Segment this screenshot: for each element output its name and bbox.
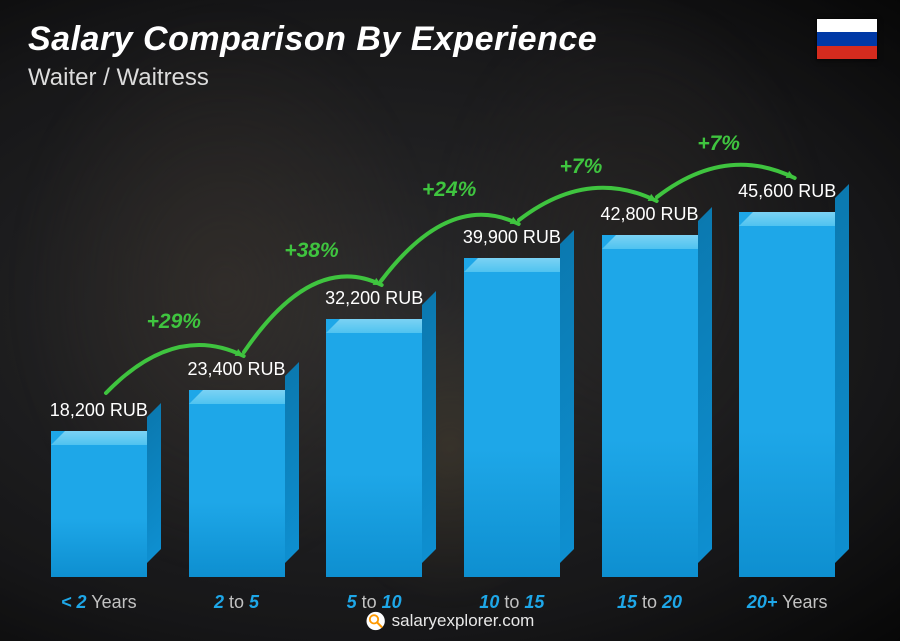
bar-column: 23,400 RUB2 to 5 <box>168 359 306 577</box>
bar-top-face <box>464 258 574 272</box>
bar-side-face <box>560 230 574 563</box>
bar-value-label: 23,400 RUB <box>187 359 285 380</box>
bar-side-face <box>147 403 161 563</box>
bar-side-face <box>835 184 849 563</box>
bar-top-face <box>602 235 712 249</box>
increase-label: +7% <box>697 132 740 156</box>
footer-text: salaryexplorer.com <box>392 611 535 631</box>
increase-label: +29% <box>147 310 201 334</box>
x-axis-label: 10 to 15 <box>479 592 544 613</box>
bar <box>326 319 422 577</box>
bar-top-face <box>51 431 161 445</box>
bar-value-label: 39,900 RUB <box>463 227 561 248</box>
increase-label: +24% <box>422 178 476 202</box>
flag-stripe-blue <box>817 32 877 45</box>
bar-column: 45,600 RUB20+ Years <box>718 181 856 577</box>
bar-top-face <box>189 390 299 404</box>
flag-stripe-red <box>817 46 877 59</box>
bar-side-face <box>698 207 712 563</box>
bar-side-face <box>422 291 436 563</box>
x-axis-label: 5 to 10 <box>347 592 402 613</box>
bar-column: 39,900 RUB10 to 15 <box>443 227 581 577</box>
bar <box>739 212 835 577</box>
chart-subtitle: Waiter / Waitress <box>28 64 209 92</box>
bar <box>51 431 147 577</box>
bar-value-label: 18,200 RUB <box>50 400 148 421</box>
flag-stripe-white <box>817 19 877 32</box>
bar-front-face <box>464 258 560 577</box>
footer-attribution: salaryexplorer.com <box>366 611 535 631</box>
bar-value-label: 42,800 RUB <box>600 204 698 225</box>
logo-icon <box>366 611 386 631</box>
infographic-stage: Salary Comparison By Experience Waiter /… <box>0 0 900 641</box>
x-axis-label: < 2 Years <box>61 592 137 613</box>
bar-front-face <box>189 390 285 577</box>
bar-front-face <box>739 212 835 577</box>
bar-column: 42,800 RUB15 to 20 <box>581 204 719 577</box>
bar-top-face <box>326 319 436 333</box>
increase-label: +7% <box>560 155 603 179</box>
bar <box>602 235 698 577</box>
bar-side-face <box>285 362 299 563</box>
bar-front-face <box>326 319 422 577</box>
bar-value-label: 45,600 RUB <box>738 181 836 202</box>
bar-front-face <box>51 431 147 577</box>
bar-front-face <box>602 235 698 577</box>
x-axis-label: 2 to 5 <box>214 592 259 613</box>
x-axis-label: 20+ Years <box>747 592 828 613</box>
chart-title: Salary Comparison By Experience <box>28 20 597 59</box>
bar-column: 32,200 RUB5 to 10 <box>305 288 443 577</box>
bar-top-face <box>739 212 849 226</box>
bar <box>464 258 560 577</box>
bar-column: 18,200 RUB< 2 Years <box>30 400 168 577</box>
bar <box>189 390 285 577</box>
bar-value-label: 32,200 RUB <box>325 288 423 309</box>
x-axis-label: 15 to 20 <box>617 592 682 613</box>
country-flag-russia <box>816 18 878 60</box>
increase-label: +38% <box>284 239 338 263</box>
